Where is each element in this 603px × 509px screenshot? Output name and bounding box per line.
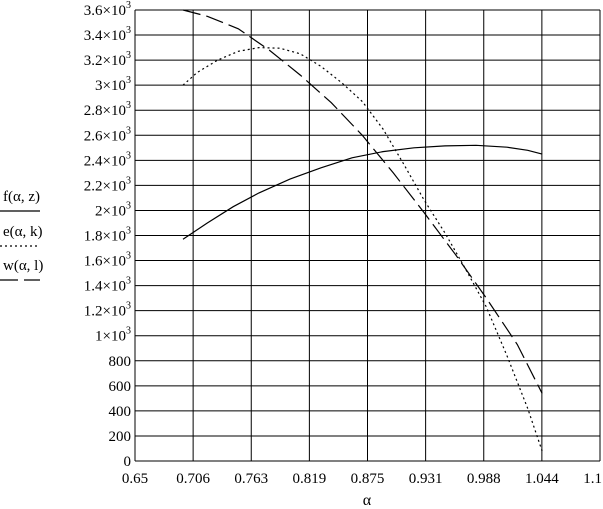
- y-tick-label: 2×103: [95, 200, 131, 219]
- y-tick-label: 2.2×103: [84, 175, 131, 194]
- series-line-2: [182, 46, 543, 452]
- legend-entry-label: e(α, k): [3, 224, 43, 240]
- y-tick-labels: 0 200 400 600 800 1×103 1.2×103 1.4×103 1.6×103 1…: [84, 0, 131, 470]
- series-line-3: [182, 9, 543, 394]
- grid: [134, 9, 601, 462]
- x-tick-label: 0.706: [176, 471, 210, 487]
- y-tick-label: 1.2×103: [84, 301, 131, 320]
- y-tick-label: 1.8×103: [84, 226, 131, 245]
- y-tick-label: 3.6×103: [84, 0, 131, 19]
- y-tick-label: 2.4×103: [84, 150, 131, 169]
- y-tick-label: 3×103: [95, 75, 131, 94]
- x-tick-label: 0.875: [351, 471, 385, 487]
- x-tick-label: 0.763: [234, 471, 268, 487]
- y-tick-label: 1.6×103: [84, 251, 131, 270]
- x-tick-labels: 0.65 0.706 0.763 0.819 0.875 0.931 0.988 1.044 1…: [122, 471, 602, 487]
- y-tick-label: 200: [109, 429, 132, 445]
- y-tick-label: 1.4×103: [84, 276, 131, 295]
- y-tick-label: 600: [109, 379, 132, 395]
- series-line-1: [182, 144, 543, 240]
- x-tick-label: 0.819: [293, 471, 327, 487]
- x-tick-label: 1.044: [525, 471, 559, 487]
- y-tick-label: 3.2×103: [84, 50, 131, 69]
- legend: f(α, z) e(α, k) w(α, l): [0, 189, 43, 281]
- y-tick-label: 2.6×103: [84, 125, 131, 144]
- y-tick-label: 2.8×103: [84, 100, 131, 119]
- y-tick-label: 0: [124, 454, 132, 470]
- x-tick-label: 0.65: [122, 471, 148, 487]
- legend-entry-label: f(α, z): [3, 189, 40, 205]
- x-tick-label: 0.988: [467, 471, 501, 487]
- y-tick-label: 1×103: [95, 326, 131, 345]
- x-axis-title: α: [363, 492, 372, 509]
- x-tick-label: 0.931: [409, 471, 443, 487]
- legend-entry-label: w(α, l): [3, 258, 43, 274]
- y-tick-label: 800: [109, 354, 132, 370]
- x-tick-label: 1.1: [583, 471, 602, 487]
- y-tick-label: 400: [109, 404, 132, 420]
- curves: [182, 9, 543, 452]
- y-tick-label: 3.4×103: [84, 25, 131, 44]
